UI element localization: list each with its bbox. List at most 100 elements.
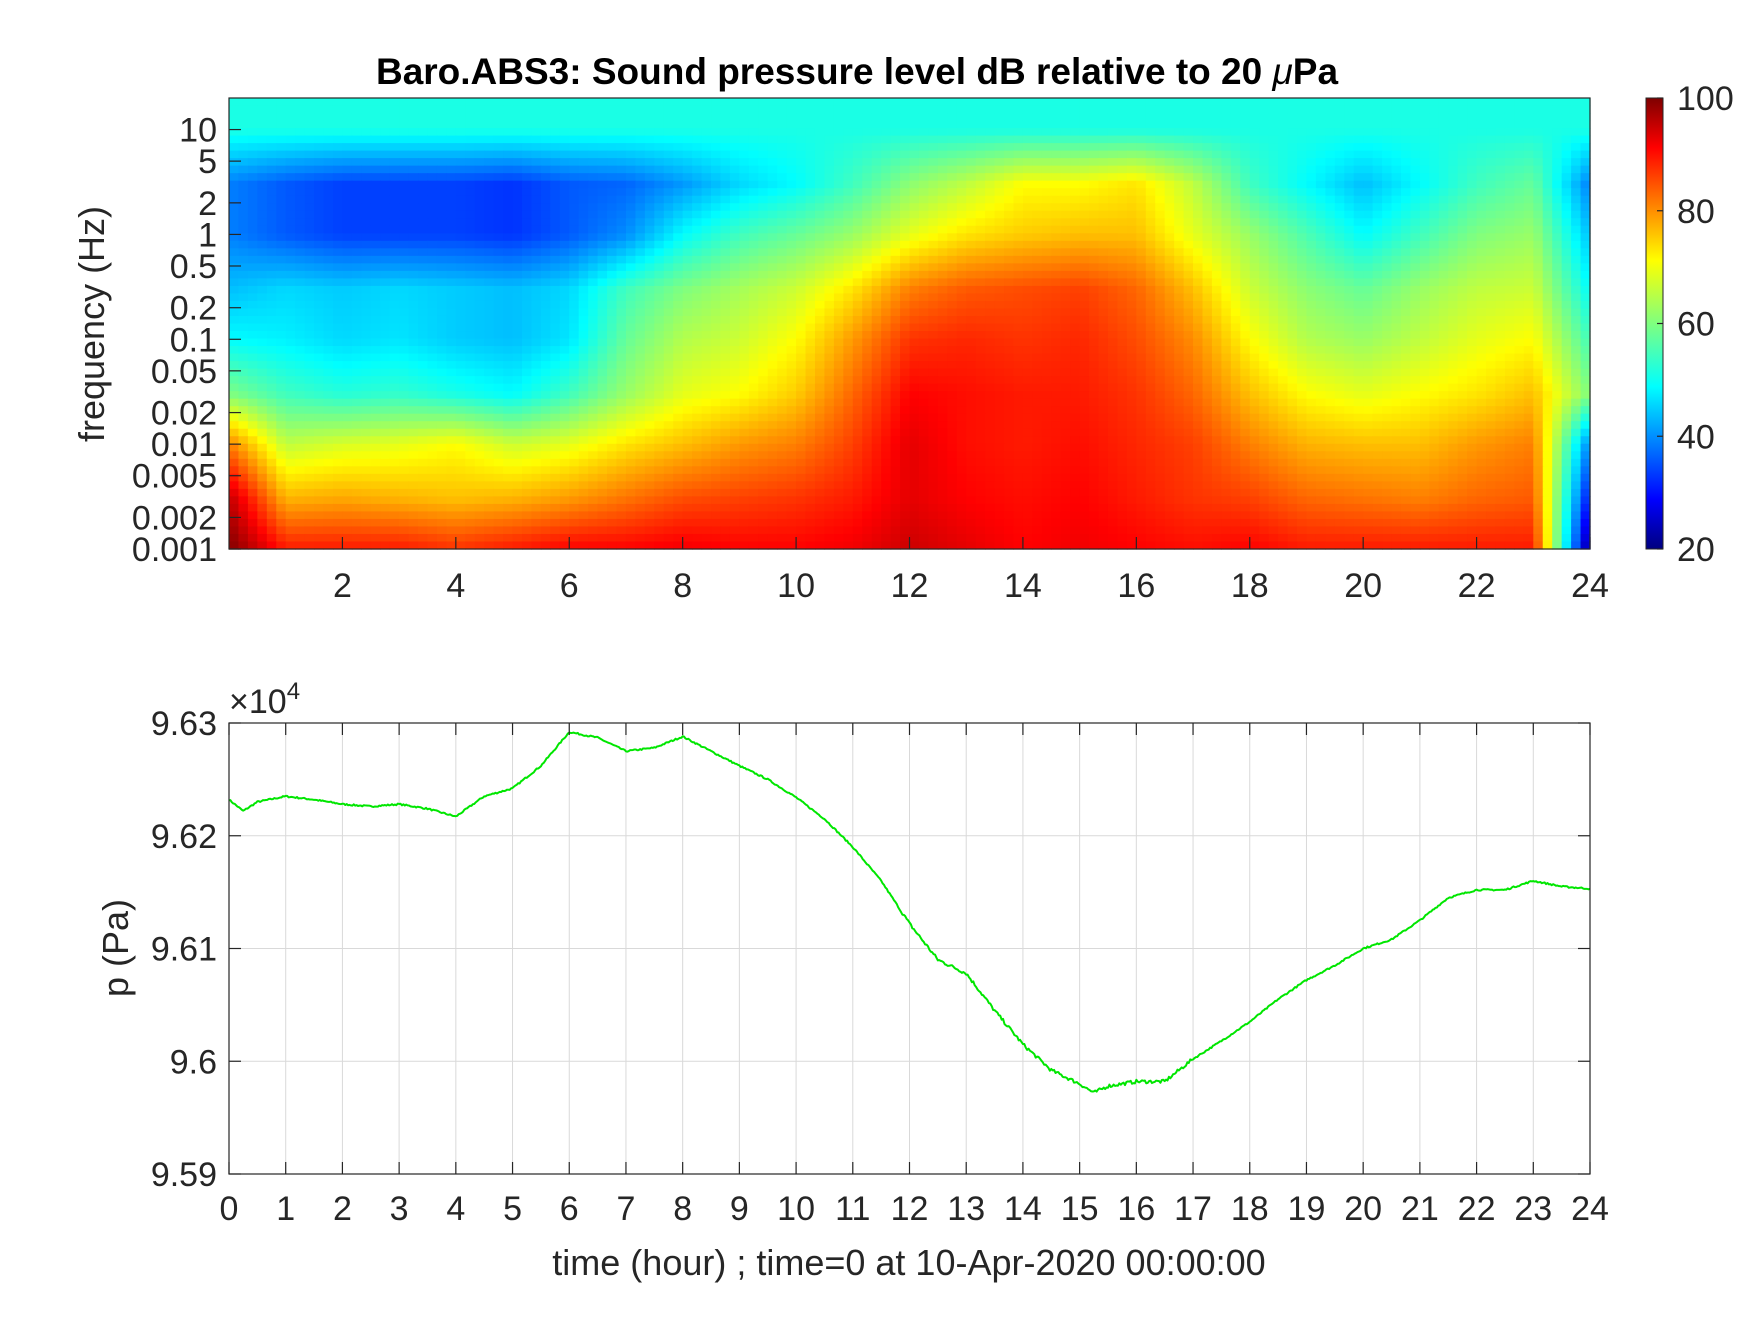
heatmap-cell <box>900 323 911 332</box>
heatmap-cell <box>1476 233 1487 242</box>
heatmap-cell <box>427 308 438 317</box>
heatmap-cell <box>474 248 485 257</box>
heatmap-cell <box>1419 173 1430 182</box>
heatmap-cell <box>295 143 306 152</box>
heatmap-cell <box>455 285 466 295</box>
heatmap-cell <box>796 128 807 137</box>
heatmap-cell <box>1514 218 1525 227</box>
heatmap-cell <box>493 203 504 212</box>
heatmap-cell <box>503 218 514 227</box>
heatmap-cell <box>1174 128 1185 137</box>
heatmap-cell <box>531 113 542 122</box>
heatmap-cell <box>1523 285 1534 295</box>
heatmap-cell <box>786 203 797 212</box>
heatmap-cell <box>1514 323 1525 332</box>
heatmap-cell <box>1363 308 1374 317</box>
heatmap-cell <box>862 143 873 152</box>
heatmap-cell <box>238 346 249 355</box>
heatmap-cell <box>616 135 627 144</box>
heatmap-cell <box>625 270 637 279</box>
heatmap-cell <box>427 285 438 295</box>
heatmap-cell <box>937 203 948 212</box>
heatmap-cell <box>1249 128 1260 137</box>
heatmap-cell <box>1306 150 1317 159</box>
heatmap-cell <box>455 308 466 317</box>
heatmap-cell <box>833 120 844 129</box>
heatmap-cell <box>465 210 476 219</box>
heatmap-cell <box>654 128 665 137</box>
heatmap-cell <box>1372 346 1383 355</box>
heatmap-cell <box>956 143 967 152</box>
heatmap-cell <box>418 165 429 174</box>
heatmap-cell <box>739 323 750 332</box>
heatmap-cell <box>682 331 693 340</box>
heatmap-cell <box>1202 248 1213 257</box>
heatmap-cell <box>1448 285 1459 295</box>
heatmap-cell <box>484 270 495 279</box>
heatmap-cell <box>918 323 929 332</box>
heatmap-cell <box>380 293 391 302</box>
heatmap-cell <box>1268 285 1279 295</box>
heatmap-cell <box>1363 165 1374 174</box>
heatmap-cell <box>1561 338 1572 347</box>
heatmap-cell <box>644 195 655 204</box>
heatmap-cell <box>540 300 551 310</box>
heatmap-cell <box>871 300 882 310</box>
heatmap-cell <box>1552 270 1563 279</box>
heatmap-cell <box>682 203 693 212</box>
heatmap-cell <box>739 248 750 257</box>
heatmap-cell <box>342 135 353 144</box>
heatmap-cell <box>1495 315 1506 325</box>
heatmap-cell <box>276 158 287 167</box>
heatmap-cell <box>616 285 627 295</box>
heatmap-cell <box>1098 240 1109 249</box>
heatmap-cell <box>1344 150 1355 159</box>
heatmap-cell <box>966 315 977 325</box>
heatmap-cell <box>1476 263 1487 272</box>
heatmap-cell <box>701 165 712 174</box>
heatmap-cell <box>1571 331 1582 340</box>
heatmap-cell <box>370 270 381 279</box>
heatmap-cell <box>1259 173 1270 182</box>
heatmap-cell <box>985 105 996 114</box>
heatmap-cell <box>748 195 759 204</box>
heatmap-cell <box>399 338 410 347</box>
heatmap-cell <box>418 270 429 279</box>
heatmap-cell <box>1211 285 1222 295</box>
heatmap-cell <box>607 195 618 204</box>
heatmap-cell <box>578 308 589 317</box>
heatmap-cell <box>918 278 929 287</box>
heatmap-cell <box>635 210 646 219</box>
heatmap-cell <box>408 105 419 114</box>
heatmap-cell <box>332 113 344 122</box>
heatmap-cell <box>351 270 362 279</box>
heatmap-cell <box>692 293 703 302</box>
heatmap-cell <box>569 263 580 272</box>
heatmap-cell <box>1249 248 1260 257</box>
heatmap-cell <box>673 203 684 212</box>
heatmap-cell <box>947 180 958 189</box>
heatmap-cell <box>625 323 637 332</box>
heatmap-cell <box>474 233 485 242</box>
heatmap-cell <box>1079 150 1090 159</box>
heatmap-cell <box>711 188 722 197</box>
heatmap-cell <box>389 255 400 264</box>
heatmap-cell <box>871 218 882 227</box>
heatmap-cell <box>1117 98 1128 107</box>
heatmap-cell <box>966 285 977 295</box>
heatmap-cell <box>370 225 381 234</box>
heatmap-cell <box>994 143 1005 152</box>
heatmap-cell <box>276 255 287 264</box>
heatmap-cell <box>1495 188 1506 197</box>
heatmap-cell <box>692 270 703 279</box>
heatmap-cell <box>1297 233 1308 242</box>
heatmap-cell <box>1278 300 1289 310</box>
heatmap-cell <box>540 308 551 317</box>
heatmap-cell <box>1400 203 1412 212</box>
heatmap-cell <box>1448 180 1459 189</box>
heatmap-cell <box>786 128 797 137</box>
heatmap-cell <box>1363 120 1374 129</box>
heatmap-cell <box>361 150 372 159</box>
heatmap-cell <box>1476 308 1487 317</box>
heatmap-cell <box>238 188 249 197</box>
